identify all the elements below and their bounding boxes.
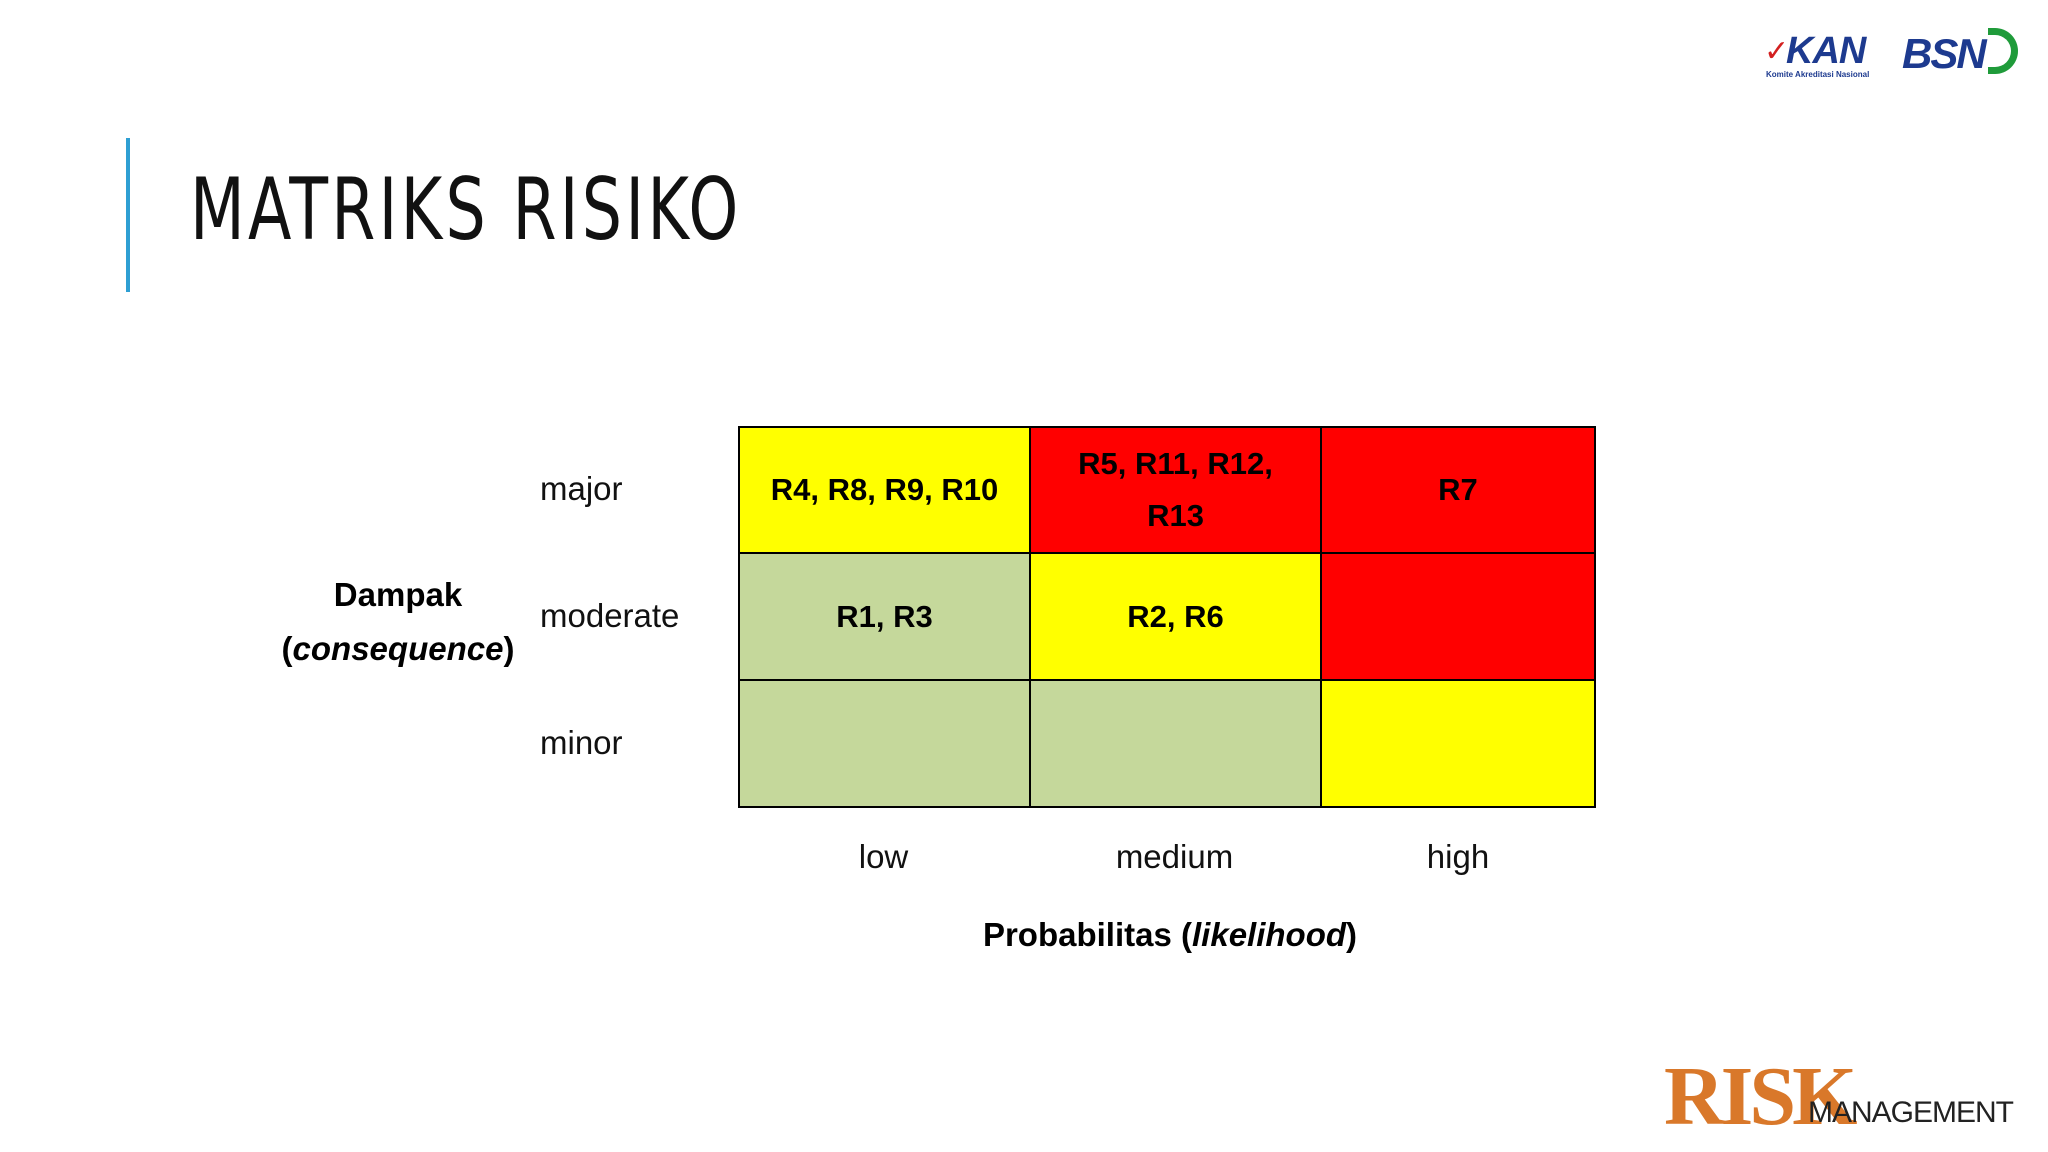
matrix-cell-minor-high (1322, 681, 1594, 806)
risk-management-logo: RISK MANAGEMENT (1664, 1050, 2014, 1143)
matrix-cell-text: R1, R3 (836, 598, 933, 634)
kan-logo: ✓ KAN Komite Akreditasi Nasional (1764, 28, 1884, 82)
bsn-logo: BSN (1902, 24, 2024, 80)
matrix-cell-text: R5, R11, R12, R13 (1078, 446, 1273, 533)
matrix-cell-major-low: R4, R8, R9, R10 (740, 428, 1031, 554)
matrix-cell-major-high: R7 (1322, 428, 1594, 554)
y-axis-title-italic: consequence (292, 630, 504, 667)
y-axis-title: Dampak (consequence) (281, 576, 515, 667)
x-axis-title-italic: likelihood (1192, 916, 1347, 953)
matrix-cell-minor-low (740, 681, 1031, 806)
matrix-cell-major-medium: R5, R11, R12, R13 (1031, 428, 1322, 554)
column-label-high: high (1426, 838, 1490, 875)
x-axis-title: Probabilitas (likelihood) (982, 916, 1358, 953)
kan-logo-text: KAN (1786, 30, 1866, 72)
matrix-cell-minor-medium (1031, 681, 1322, 806)
matrix-cell-text: R2, R6 (1127, 598, 1224, 634)
row-label-moderate: moderate (540, 597, 680, 634)
column-label-low: low (858, 838, 909, 875)
title-accent-bar (126, 138, 130, 292)
matrix-cell-moderate-low: R1, R3 (740, 554, 1031, 681)
x-axis-title-main: Probabilitas (982, 916, 1172, 953)
bsn-arc-icon (1988, 28, 2018, 74)
check-icon: ✓ (1764, 35, 1790, 68)
kan-logo-subtitle: Komite Akreditasi Nasional (1766, 70, 1870, 79)
row-label-major: major (540, 470, 623, 507)
matrix-cell-moderate-medium: R2, R6 (1031, 554, 1322, 681)
risk-matrix: R4, R8, R9, R10 R5, R11, R12, R13 R7 R1, R3… (738, 426, 1596, 808)
matrix-cell-moderate-high (1322, 554, 1594, 681)
slide-title: MATRIKS RISIKO (190, 160, 742, 260)
matrix-cell-text: R7 (1438, 472, 1478, 507)
matrix-cell-text: R4, R8, R9, R10 (770, 472, 999, 507)
risk-logo-main: RISK (1664, 1050, 1857, 1143)
bsn-logo-text: BSN (1902, 30, 1987, 77)
risk-logo-sub: MANAGEMENT (1808, 1096, 2014, 1129)
column-label-medium: medium (1115, 838, 1234, 875)
row-label-minor: minor (540, 724, 623, 761)
y-axis-title-main: Dampak (333, 576, 463, 613)
